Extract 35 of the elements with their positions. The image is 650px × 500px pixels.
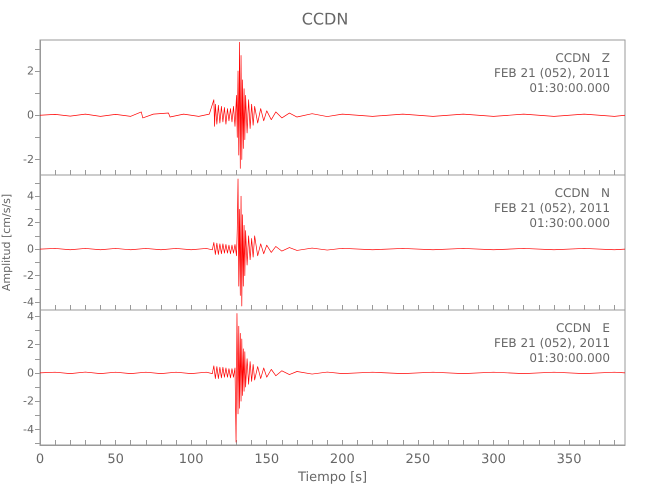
- y-tick-label: -4: [23, 422, 34, 436]
- y-tick-label: 2: [27, 338, 34, 352]
- y-tick-label: -2: [23, 269, 34, 282]
- annotation: 01:30:00.000: [529, 351, 610, 365]
- annotation: 01:30:00.000: [529, 216, 610, 230]
- annotation: CCDN E: [556, 321, 610, 335]
- line-series: [40, 178, 626, 306]
- annotation: 01:30:00.000: [529, 81, 610, 95]
- annotation: CCDN Z: [555, 51, 610, 65]
- x-tick-label: 350: [556, 452, 582, 467]
- y-tick-label: 2: [27, 216, 34, 230]
- y-tick-label: 4: [27, 310, 34, 323]
- chart-title: CCDN: [302, 10, 348, 28]
- y-axis-title: Amplitud [cm/s/s]: [0, 194, 14, 292]
- y-tick-label: -2: [23, 394, 34, 408]
- x-tick-label: 300: [481, 452, 506, 467]
- y-tick-label: 2: [27, 64, 34, 78]
- y-tick-label: 0: [27, 108, 34, 122]
- annotation: FEB 21 (052), 2011: [494, 66, 610, 80]
- y-tick-label: -2: [23, 153, 34, 166]
- y-tick-label: 4: [27, 190, 34, 203]
- x-tick-label: 150: [254, 452, 280, 467]
- annotation: FEB 21 (052), 2011: [494, 336, 610, 350]
- y-tick-label: -4: [23, 296, 34, 309]
- x-tick-label: 200: [330, 452, 355, 467]
- y-tick-label: 0: [27, 366, 34, 380]
- line-series: [40, 42, 626, 169]
- y-tick-label: 0: [27, 242, 34, 256]
- annotation: CCDN N: [554, 186, 610, 200]
- x-tick-label: 100: [178, 452, 204, 467]
- x-tick-label: 250: [405, 452, 430, 467]
- x-tick-label: 50: [107, 452, 124, 467]
- annotation: FEB 21 (052), 2011: [494, 201, 610, 215]
- x-axis-title: Tiempo [s]: [296, 470, 368, 485]
- line-series: [40, 313, 626, 443]
